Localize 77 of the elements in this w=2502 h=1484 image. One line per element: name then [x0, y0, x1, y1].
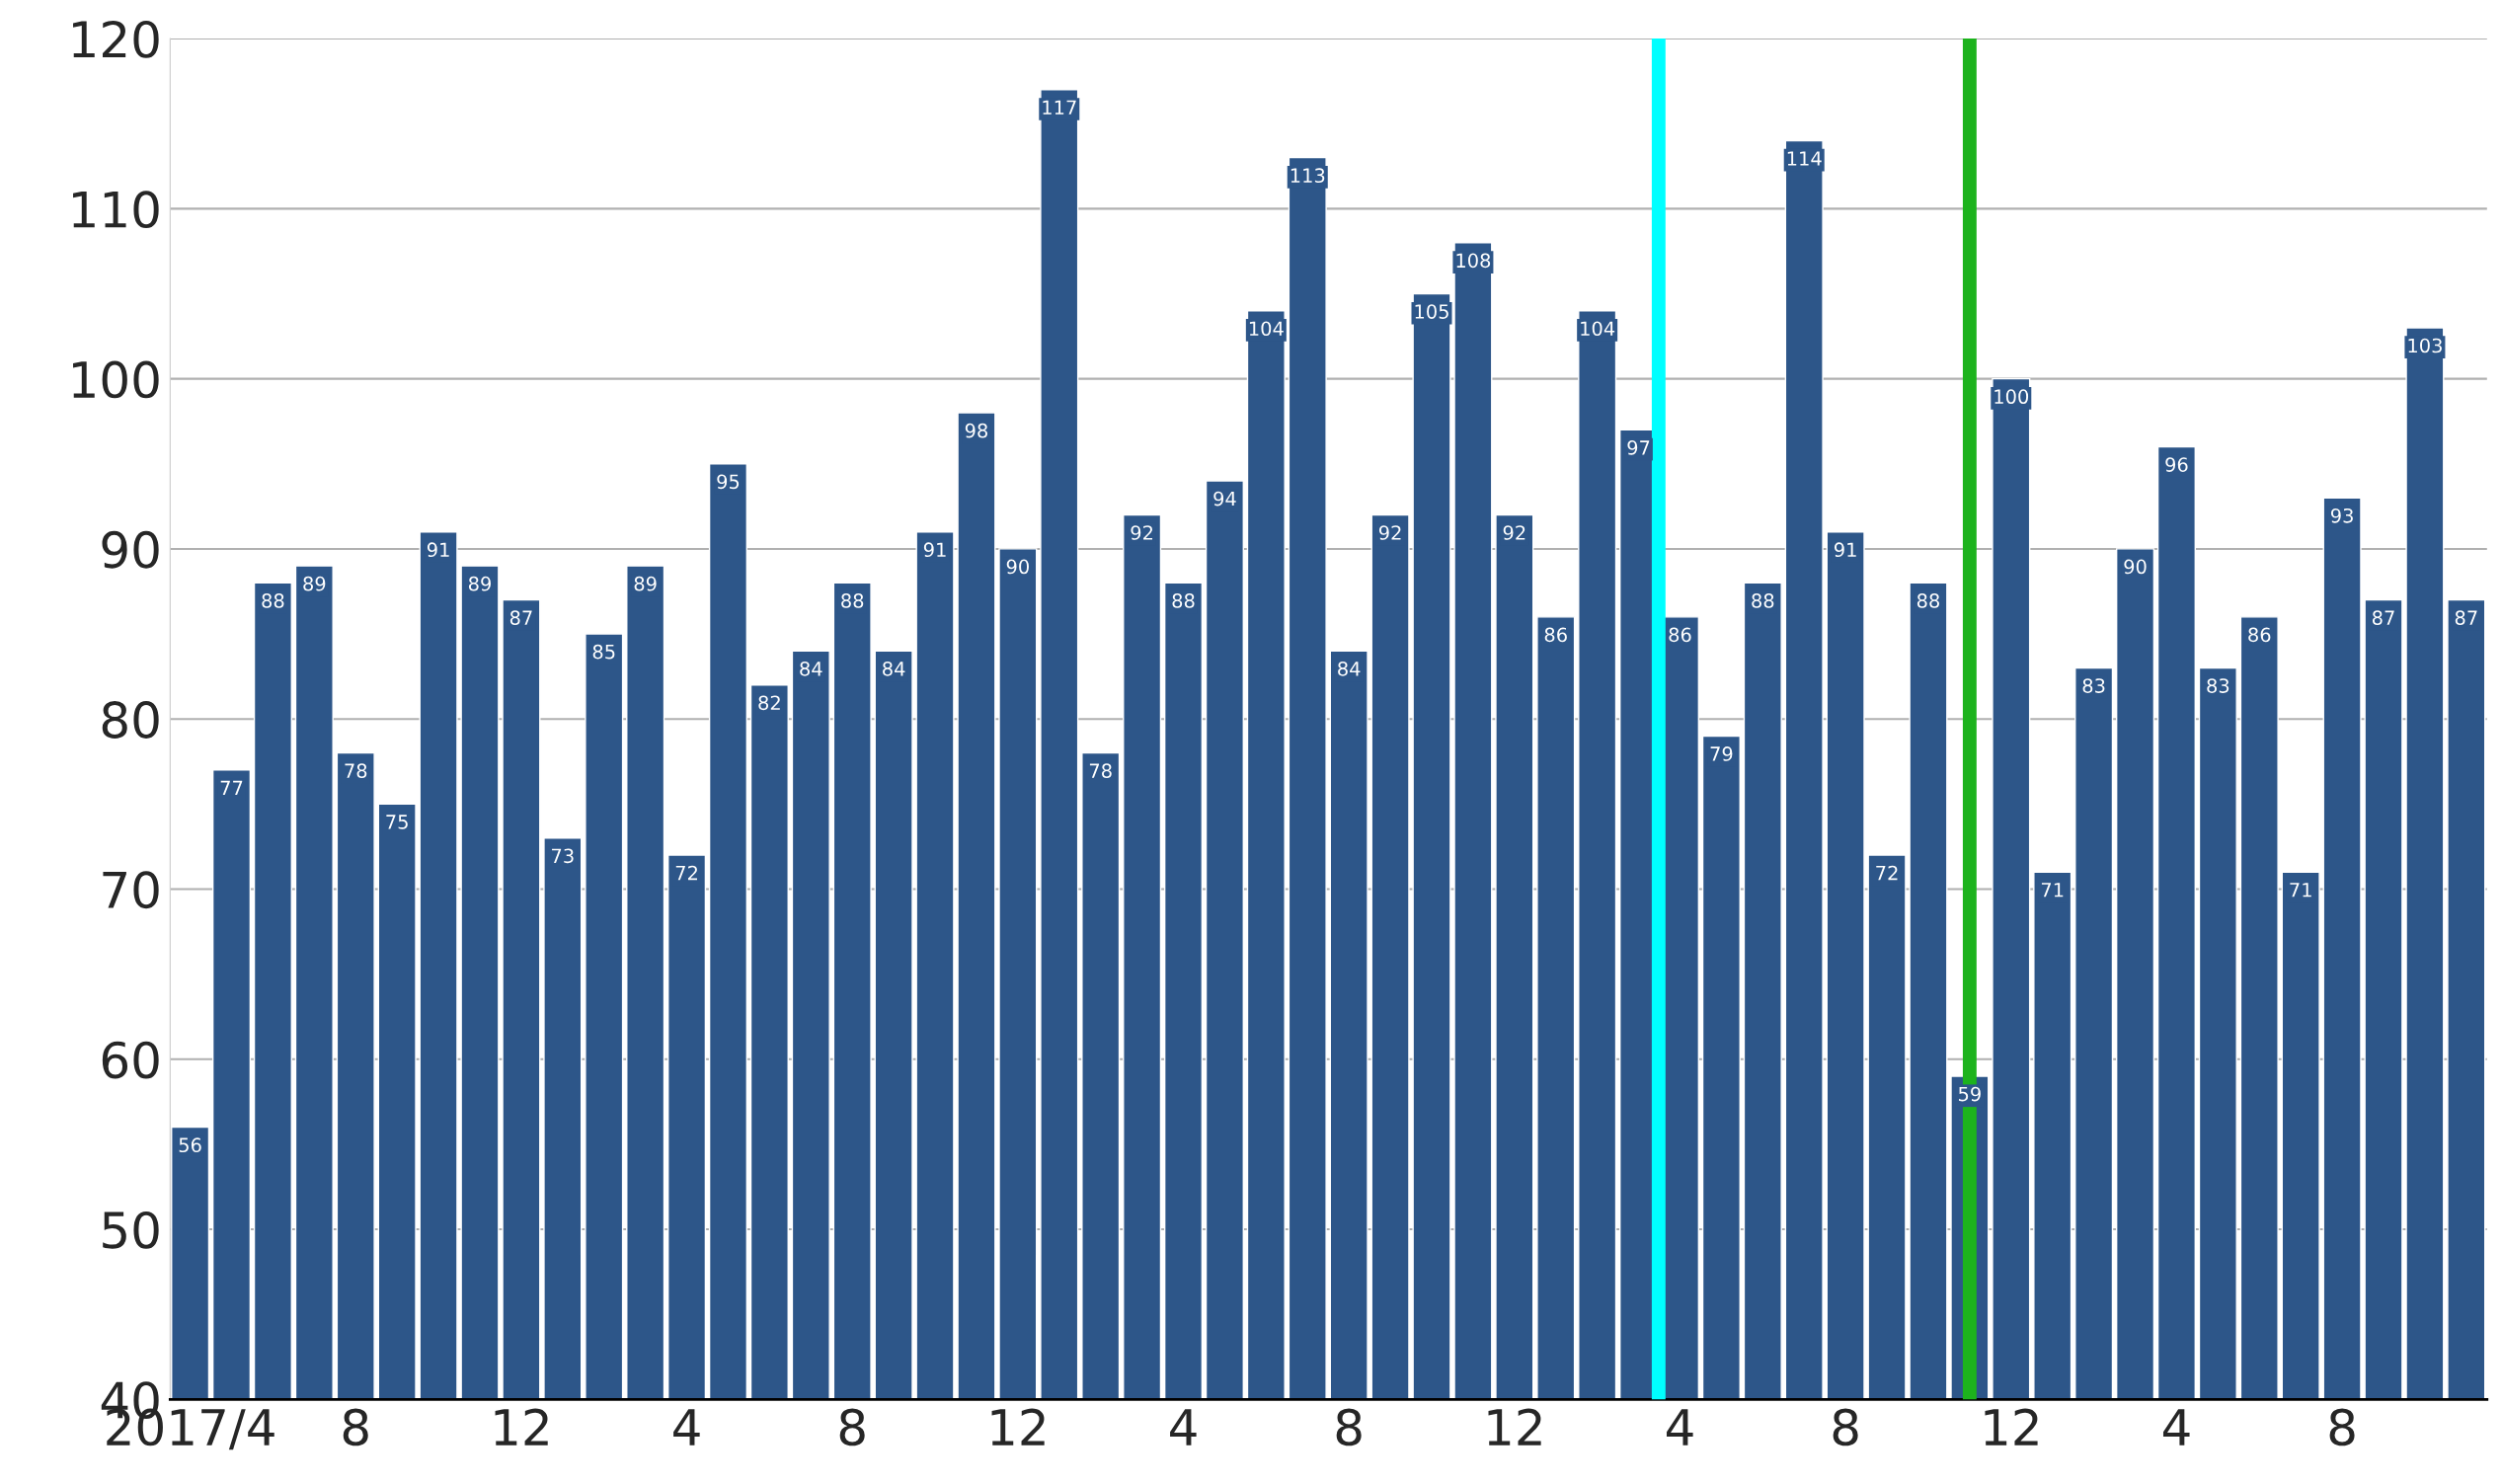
x-tick-label: 12 [495, 1408, 548, 1445]
y-tick-label: 80 [102, 701, 159, 739]
y-tick-label: 120 [73, 20, 159, 58]
data-label: 56 [179, 1137, 201, 1153]
x-tick-label: 12 [1985, 1408, 2038, 1445]
data-label: 93 [2330, 508, 2353, 523]
y-tick-label: 110 [73, 191, 159, 229]
data-label: 88 [841, 593, 864, 608]
data-label: 77 [220, 780, 243, 795]
data-label: 96 [2165, 457, 2188, 472]
data-label: 91 [923, 542, 946, 558]
data-label: 86 [2248, 627, 2271, 643]
x-tick-label: 4 [1170, 1409, 1197, 1445]
data-label: 91 [427, 542, 449, 558]
data-label: 84 [883, 661, 905, 676]
data-label: 97 [1627, 440, 1650, 455]
data-label: 59 [1959, 1086, 1981, 1102]
data-label: 87 [2455, 610, 2477, 625]
data-label: 88 [1916, 593, 1939, 608]
data-label: 90 [1006, 559, 1029, 575]
data-label: 88 [1172, 593, 1195, 608]
data-label: 103 [2408, 338, 2442, 353]
data-label: 94 [1213, 491, 1236, 507]
data-label: 72 [1876, 865, 1898, 881]
data-label: 86 [1669, 627, 1691, 643]
data-label: 83 [2207, 678, 2229, 693]
data-label: 92 [1503, 525, 1525, 540]
data-label: 88 [1752, 593, 1774, 608]
y-tick-label: 50 [103, 1211, 159, 1249]
y-tick-label: 70 [103, 871, 159, 909]
data-label: 95 [717, 474, 740, 490]
x-tick-label: 4 [673, 1409, 700, 1445]
x-tick-label: 8 [1833, 1408, 1858, 1446]
data-label: 88 [262, 593, 284, 608]
data-label: 92 [1131, 525, 1153, 540]
data-label: 85 [592, 644, 615, 660]
data-label: 89 [468, 576, 491, 591]
x-tick-label: 12 [1488, 1408, 1541, 1445]
x-tick-label: 8 [343, 1408, 368, 1446]
data-label: 98 [965, 423, 987, 438]
x-tick-label: 8 [2329, 1408, 2355, 1446]
data-label: 78 [345, 763, 367, 779]
data-label: 117 [1043, 100, 1076, 115]
data-label: 87 [509, 610, 532, 625]
y-tick-label: 60 [102, 1041, 159, 1079]
data-label: 90 [2124, 559, 2147, 575]
data-label: 108 [1456, 253, 1491, 269]
data-label: 104 [1581, 321, 1615, 337]
data-label: 75 [386, 815, 408, 829]
data-label: 113 [1290, 168, 1325, 184]
data-label: 105 [1415, 304, 1448, 319]
x-tick-label: 4 [1667, 1409, 1693, 1445]
data-label: 100 [1994, 389, 2029, 405]
x-tick-label: 12 [991, 1408, 1045, 1445]
data-label: 73 [552, 848, 574, 864]
data-label: 89 [634, 576, 657, 591]
x-tick-label: 8 [1336, 1408, 1362, 1446]
data-label: 71 [2290, 883, 2311, 898]
data-label: 104 [1249, 321, 1284, 337]
data-label: 89 [303, 576, 326, 591]
x-tick-label: 4 [2162, 1409, 2190, 1445]
data-label: 92 [1378, 525, 1401, 540]
data-label: 83 [2082, 678, 2105, 693]
data-label: 91 [1834, 542, 1856, 558]
y-tick-label: 90 [102, 530, 159, 569]
data-label: 71 [2041, 883, 2064, 898]
data-label: 86 [1544, 627, 1567, 643]
data-label: 79 [1710, 746, 1733, 761]
data-label: 78 [1089, 763, 1112, 779]
data-label: 87 [2372, 610, 2394, 625]
data-label: 84 [1338, 661, 1361, 676]
x-tick-label: 8 [839, 1408, 865, 1446]
y-tick-label: 100 [73, 360, 159, 399]
data-label: 84 [800, 661, 822, 676]
data-label: 114 [1787, 151, 1822, 166]
data-label: 82 [758, 695, 780, 711]
data-label: 72 [675, 865, 697, 881]
